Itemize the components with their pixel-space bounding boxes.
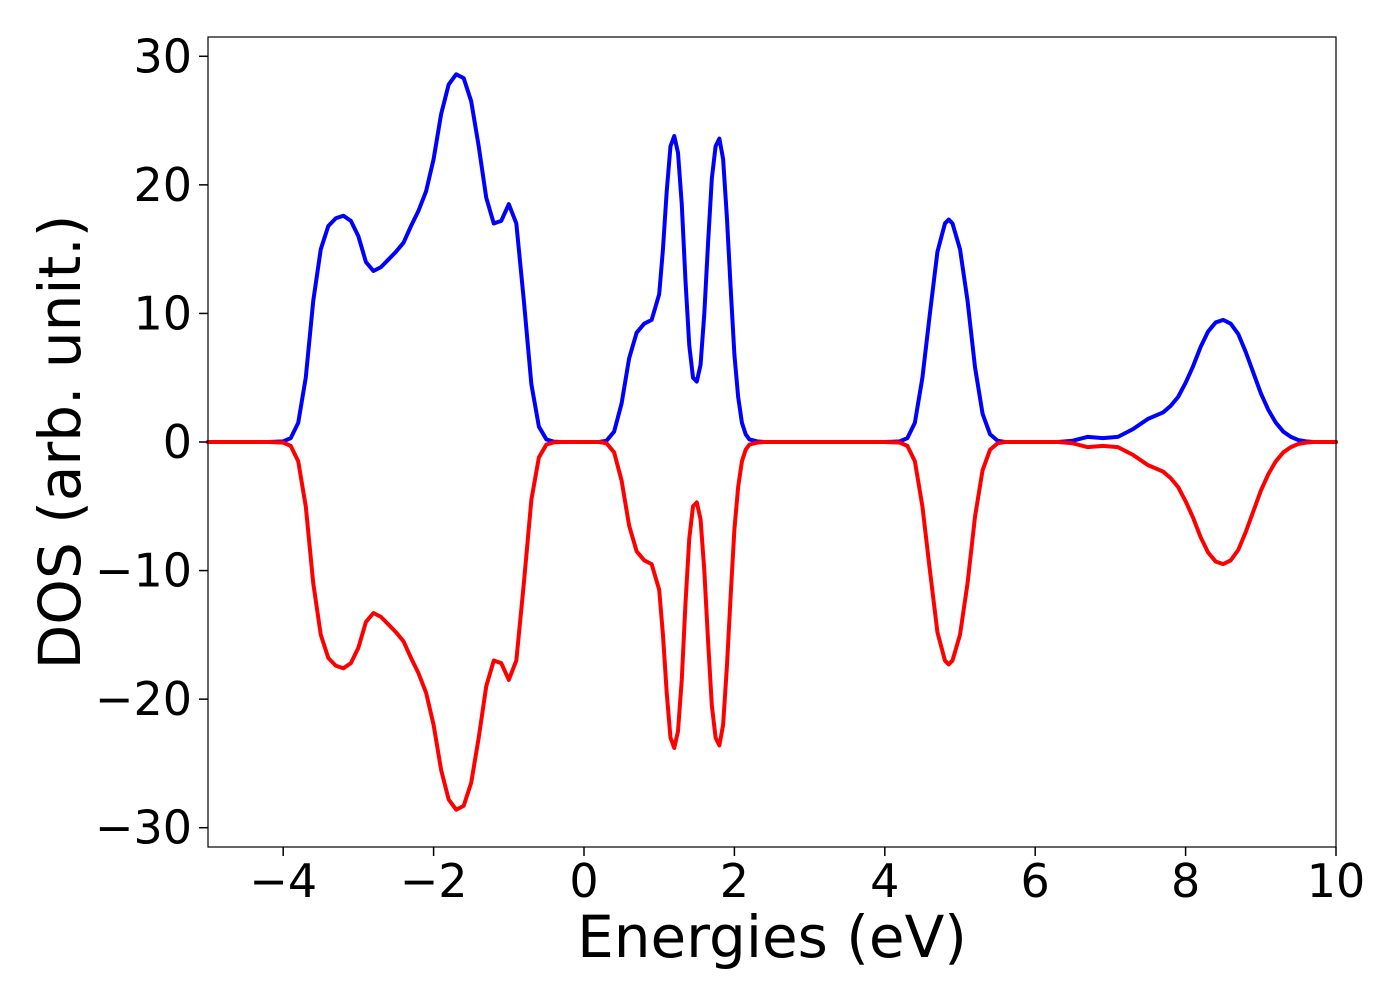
series-line-up	[206, 72, 1338, 444]
y-tick-label: 30	[133, 29, 192, 83]
y-tick-label: −30	[95, 801, 192, 855]
y-tick-label: 20	[133, 158, 192, 212]
y-tick-label: 10	[133, 286, 192, 340]
x-tick-label: 10	[1307, 854, 1366, 908]
y-axis-label: DOS (arb. unit.)	[26, 215, 94, 670]
series-line-down	[206, 440, 1338, 812]
axes-frame	[207, 36, 1337, 848]
x-tick-label: 6	[1021, 854, 1050, 908]
x-tick-label: 4	[870, 854, 899, 908]
y-tick-label: −10	[95, 544, 192, 598]
y-axis-ticks: −30 −20 −10 0 10 20 30	[95, 29, 208, 855]
x-tick-label: 0	[569, 854, 598, 908]
x-tick-label: 2	[720, 854, 749, 908]
x-tick-label: −2	[400, 854, 468, 908]
x-axis-label: Energies (eV)	[577, 903, 967, 971]
x-tick-label: −4	[249, 854, 317, 908]
y-tick-label: 0	[163, 415, 192, 469]
x-axis-ticks: −4 −2 0 2 4 6 8 10	[249, 847, 1365, 908]
y-tick-label: −20	[95, 672, 192, 726]
plot-area	[206, 72, 1338, 812]
x-tick-label: 8	[1171, 854, 1200, 908]
